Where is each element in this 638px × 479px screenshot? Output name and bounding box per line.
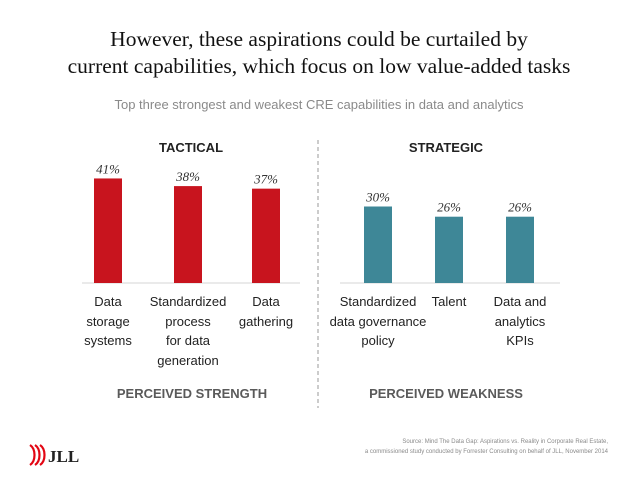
bar-4 — [364, 206, 392, 283]
category-label-2: Standardized process for data generation — [149, 294, 227, 368]
group-footer-weakness: PERCEIVED WEAKNESS — [369, 386, 523, 401]
bar-5 — [435, 216, 463, 283]
group-footer-strength: PERCEIVED STRENGTH — [116, 386, 268, 401]
jll-logo-wordmark: JLL — [48, 447, 79, 466]
slide-title-line-2: current capabilities, which focus on low… — [67, 54, 571, 78]
group-header-strategic: STRATEGIC — [408, 140, 484, 155]
bar-2 — [174, 186, 202, 283]
bar-value-label-1: 41% — [96, 161, 120, 176]
jll-logo-mark — [29, 444, 46, 466]
source-note: Source: Mind The Data Gap: Aspirations v… — [308, 438, 608, 457]
bar-3 — [252, 188, 280, 283]
bars: 41% 38% 37% 30% 26% 26% — [94, 161, 534, 283]
bar-value-label-2: 38% — [175, 169, 200, 184]
bar-value-label-3: 37% — [253, 172, 278, 187]
category-label-6: Data and analytics KPIs — [493, 294, 547, 348]
group-header-tactical: TACTICAL — [158, 140, 224, 155]
category-label-1: Data storage systems — [84, 294, 132, 348]
category-label-3: Data gathering — [238, 294, 294, 329]
category-label-5: Talent — [431, 294, 467, 309]
category-label-4: Standardized data governance policy — [329, 294, 427, 348]
source-line-2: a commissioned study conducted by Forres… — [364, 448, 608, 455]
bar-value-label-6: 26% — [508, 200, 532, 215]
jll-logo: JLL — [29, 444, 79, 466]
bar-6 — [506, 216, 534, 283]
bar-1 — [94, 178, 122, 283]
bar-value-label-4: 30% — [365, 190, 390, 205]
slide-title-line-1: However, these aspirations could be curt… — [110, 27, 528, 51]
slide-title: However, these aspirations could be curt… — [0, 26, 638, 80]
source-line-1: Source: Mind The Data Gap: Aspirations v… — [402, 439, 608, 445]
bar-value-label-5: 26% — [437, 200, 461, 215]
chart-subtitle: Top three strongest and weakest CRE capa… — [114, 97, 524, 112]
